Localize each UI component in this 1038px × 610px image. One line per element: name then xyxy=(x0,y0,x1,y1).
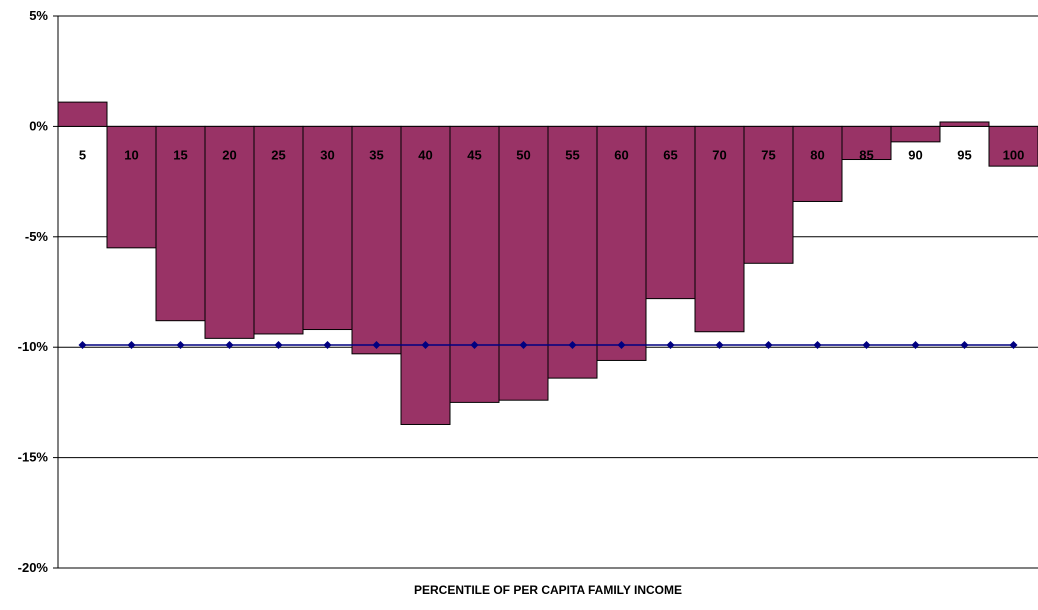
x-tick-label: 45 xyxy=(467,147,481,162)
x-tick-label: 60 xyxy=(614,147,628,162)
bar xyxy=(743,125,794,264)
bars xyxy=(57,101,1038,425)
bar xyxy=(792,125,843,202)
bar xyxy=(988,125,1038,167)
y-tick-label: -15% xyxy=(18,450,49,465)
y-axis-ticks: 5% 0% -5% -10% -15% -20% xyxy=(18,8,58,575)
bar xyxy=(449,125,500,403)
y-tick-label: -5% xyxy=(25,229,49,244)
x-tick-label: 55 xyxy=(565,147,579,162)
bar xyxy=(351,125,402,355)
x-axis-label: PERCENTILE OF PER CAPITA FAMILY INCOME xyxy=(413,583,683,597)
bar xyxy=(890,125,941,143)
line-marker xyxy=(715,340,724,349)
bar xyxy=(645,125,696,300)
bar xyxy=(939,121,990,127)
line-marker xyxy=(666,340,675,349)
y-tick-label: 0% xyxy=(29,118,48,133)
line-marker xyxy=(127,340,136,349)
line-marker xyxy=(176,340,185,349)
bar xyxy=(596,125,647,361)
x-tick-label: 20 xyxy=(222,147,236,162)
x-tick-label: 90 xyxy=(908,147,922,162)
x-tick-label: 40 xyxy=(418,147,432,162)
x-tick-label: 50 xyxy=(516,147,530,162)
bar xyxy=(498,125,549,401)
bar xyxy=(106,125,157,249)
line-marker xyxy=(813,340,822,349)
line-marker xyxy=(225,340,234,349)
line-marker xyxy=(421,340,430,349)
line-marker xyxy=(470,340,479,349)
line-marker xyxy=(323,340,332,349)
x-tick-label: 85 xyxy=(859,147,873,162)
line-marker xyxy=(617,340,626,349)
bar xyxy=(841,125,892,161)
line-marker xyxy=(78,340,87,349)
bar xyxy=(302,125,353,331)
y-tick-label: 5% xyxy=(29,8,48,23)
x-tick-label: 25 xyxy=(271,147,285,162)
x-tick-label: 15 xyxy=(173,147,187,162)
x-tick-label: 70 xyxy=(712,147,726,162)
line-marker xyxy=(960,340,969,349)
bar xyxy=(547,125,598,379)
x-axis-ticks: 5 10 15 20 25 30 35 40 45 50 55 60 65 70 75 80 85 90 95 100 xyxy=(79,147,1024,162)
x-tick-label: 75 xyxy=(761,147,775,162)
line-marker xyxy=(568,340,577,349)
x-tick-label: 95 xyxy=(957,147,971,162)
x-tick-label: 80 xyxy=(810,147,824,162)
line-marker xyxy=(519,340,528,349)
line-marker xyxy=(274,340,283,349)
x-tick-label: 5 xyxy=(79,147,86,162)
line-marker xyxy=(1009,340,1018,349)
y-tick-label: -20% xyxy=(18,560,49,575)
x-tick-label: 35 xyxy=(369,147,383,162)
bar xyxy=(57,101,108,127)
line-marker xyxy=(372,340,381,349)
bar xyxy=(694,125,745,333)
x-tick-label: 30 xyxy=(320,147,334,162)
bar xyxy=(400,125,451,425)
x-tick-label: 100 xyxy=(1003,147,1025,162)
line-marker xyxy=(911,340,920,349)
line-marker xyxy=(862,340,871,349)
x-tick-label: 10 xyxy=(124,147,138,162)
line-series xyxy=(78,340,1018,349)
bar xyxy=(155,125,206,322)
x-tick-label: 65 xyxy=(663,147,677,162)
line-marker xyxy=(764,340,773,349)
y-tick-label: -10% xyxy=(18,339,49,354)
